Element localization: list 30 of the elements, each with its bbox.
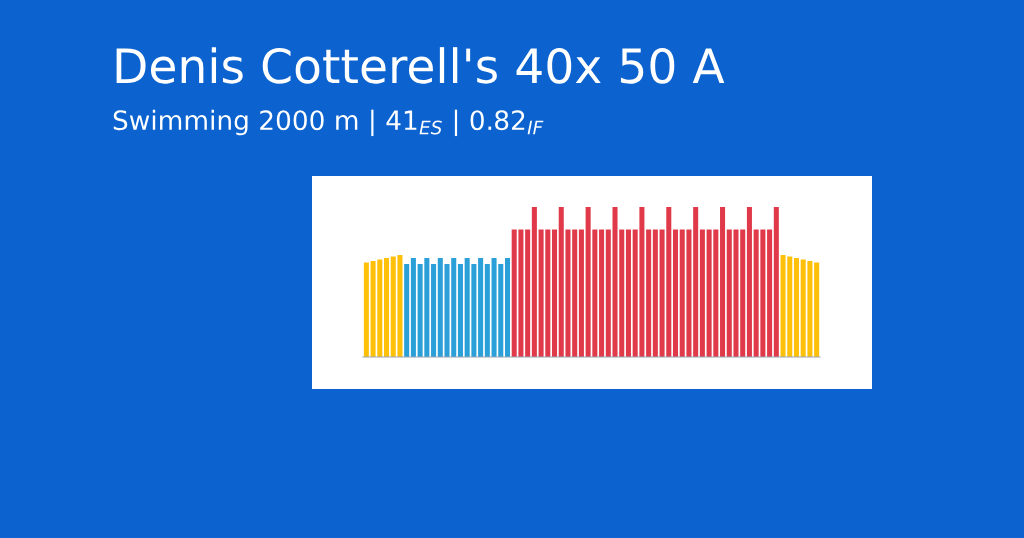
bar bbox=[720, 207, 726, 357]
bar bbox=[646, 229, 652, 357]
bar bbox=[531, 207, 537, 357]
bar bbox=[605, 229, 611, 357]
bar bbox=[814, 262, 820, 357]
chart-title: Denis Cotterell's 40x 50 A bbox=[116, 47, 725, 84]
bar bbox=[625, 229, 631, 357]
bar bbox=[431, 264, 437, 357]
bar bbox=[552, 229, 558, 357]
bar bbox=[484, 264, 490, 357]
bar bbox=[410, 258, 416, 357]
chart-subtitle: Swimming 2000 m | 41$_{ES}$ | 0.82$_{IF}$ bbox=[113, 109, 544, 137]
bar bbox=[504, 258, 511, 357]
bar bbox=[652, 229, 658, 357]
bar bbox=[773, 207, 779, 357]
bar bbox=[404, 264, 410, 357]
bar bbox=[572, 229, 578, 357]
bar bbox=[599, 229, 605, 357]
bar bbox=[457, 264, 463, 357]
bar bbox=[767, 229, 773, 357]
bar bbox=[363, 262, 369, 357]
bar bbox=[693, 207, 699, 357]
bar bbox=[384, 258, 390, 357]
bar bbox=[699, 229, 705, 357]
bar bbox=[746, 207, 752, 357]
bar bbox=[672, 229, 679, 357]
bar bbox=[478, 258, 484, 357]
bar bbox=[525, 229, 531, 357]
bar bbox=[578, 229, 584, 357]
bar bbox=[793, 258, 799, 357]
